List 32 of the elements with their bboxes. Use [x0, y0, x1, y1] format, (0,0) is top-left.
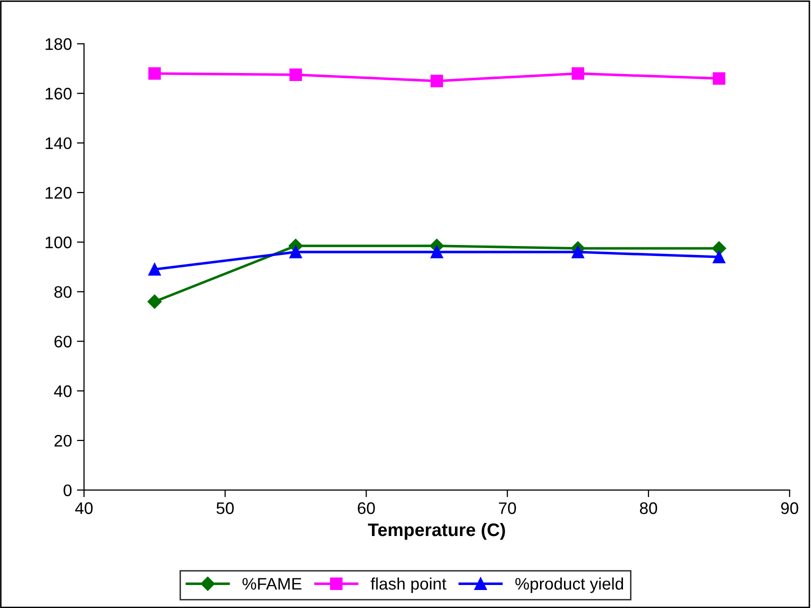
y-tick-label: 160 — [46, 88, 72, 100]
legend-label: flash point — [370, 577, 446, 593]
x-tick-label: 70 — [498, 502, 516, 514]
x-tick-label: 50 — [216, 502, 234, 514]
point — [430, 246, 444, 258]
x-tick-label: 80 — [640, 502, 658, 514]
point — [148, 294, 162, 309]
point — [572, 246, 584, 258]
y-tick-label: 80 — [54, 286, 72, 298]
point — [289, 68, 302, 82]
point — [712, 72, 726, 85]
point — [148, 67, 161, 80]
y-tick-label: 180 — [46, 38, 72, 50]
point — [712, 241, 726, 256]
legend-label: %FAME — [242, 578, 302, 590]
point — [430, 74, 444, 88]
y-tick-label: 100 — [46, 236, 72, 248]
legend-label: %product yield — [515, 577, 624, 593]
y-tick-label: 140 — [46, 137, 72, 150]
x-tick-label: 40 — [75, 502, 93, 514]
x-axis-title: Temperature (C) — [368, 522, 505, 540]
y-tick-label: 20 — [54, 434, 72, 447]
x-tick-label: 90 — [781, 502, 798, 514]
y-tick-label: 0 — [64, 484, 72, 496]
point — [289, 246, 302, 258]
y-tick-label: 60 — [54, 336, 72, 348]
x-tick-label: 60 — [358, 502, 375, 514]
point — [572, 67, 584, 80]
point — [712, 250, 726, 264]
y-tick-label: 40 — [54, 385, 72, 398]
point — [148, 263, 161, 276]
y-tick-label: 120 — [46, 186, 72, 199]
